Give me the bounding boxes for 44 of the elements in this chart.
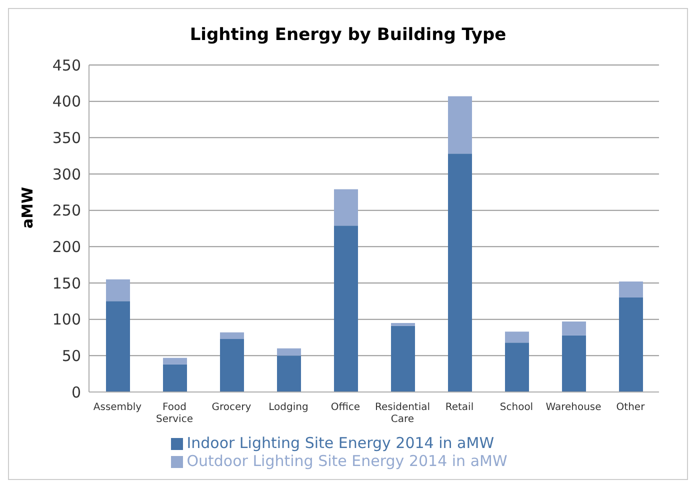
bar bbox=[562, 322, 586, 336]
y-tick-label: 450 bbox=[52, 56, 81, 74]
bar bbox=[220, 338, 244, 392]
bar bbox=[448, 154, 472, 392]
bar bbox=[277, 356, 301, 392]
x-tick-label: Retail bbox=[445, 402, 474, 413]
chart-title: Lighting Energy by Building Type bbox=[188, 25, 508, 45]
x-tick-label: Office bbox=[330, 402, 360, 413]
y-axis-title: aMW bbox=[18, 186, 36, 228]
x-tick-label: Food Service bbox=[156, 402, 193, 425]
y-tick-label: 50 bbox=[62, 346, 81, 365]
bar bbox=[334, 226, 358, 392]
y-tick-label: 400 bbox=[52, 92, 81, 111]
x-tick-label: Other bbox=[616, 402, 646, 413]
bar bbox=[505, 342, 529, 392]
bar bbox=[277, 348, 301, 356]
y-tick-label: 150 bbox=[52, 274, 81, 292]
bar bbox=[163, 364, 187, 392]
y-tick-label: 200 bbox=[52, 238, 81, 256]
bar bbox=[106, 279, 130, 302]
bar bbox=[220, 332, 244, 339]
bar bbox=[106, 301, 130, 392]
x-tick-label: Grocery bbox=[212, 402, 252, 413]
y-tick-label: 300 bbox=[52, 165, 81, 184]
y-tick-label: 100 bbox=[52, 310, 81, 329]
x-tick-label: Assembly bbox=[93, 402, 142, 413]
bar bbox=[163, 358, 187, 364]
bar bbox=[391, 326, 415, 392]
bar bbox=[505, 332, 529, 343]
bar bbox=[448, 96, 472, 154]
x-tick-label: Residential Care bbox=[374, 402, 430, 425]
x-tick-label: School bbox=[500, 402, 534, 413]
bar bbox=[334, 189, 358, 226]
x-tick-label: Warehouse bbox=[546, 402, 602, 413]
y-tick-label: 250 bbox=[52, 202, 81, 220]
y-tick-label: 350 bbox=[52, 128, 81, 147]
y-tick-label: 0 bbox=[71, 383, 81, 402]
bar bbox=[562, 335, 586, 392]
legend-label: Indoor Lighting Site Energy 2014 in aMW bbox=[186, 434, 494, 452]
legend-label: Outdoor Lighting Site Energy 2014 in aMW bbox=[186, 452, 508, 470]
bar bbox=[619, 298, 643, 392]
bar bbox=[391, 322, 415, 326]
bar bbox=[619, 282, 643, 298]
x-tick-label: Lodging bbox=[268, 402, 308, 413]
